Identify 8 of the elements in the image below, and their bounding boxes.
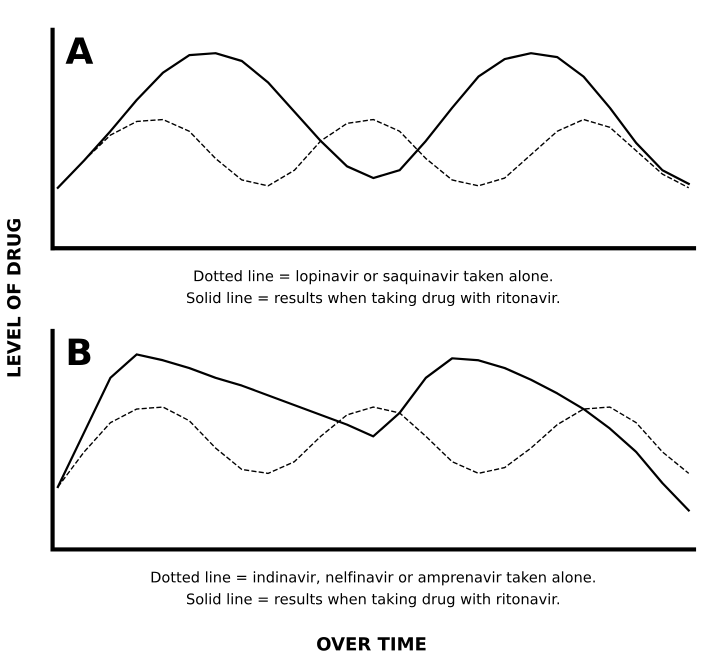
y-axis-title: LEVEL OF DRUG — [7, 219, 21, 376]
text: Dotted line = lopinavir or saquinavir taken alone. — [194, 270, 552, 284]
x-axis-title: OVER TIME — [317, 637, 426, 651]
text: Solid line = results when taking drug with ritonavir. — [186, 593, 560, 608]
chart-title: B — [68, 338, 90, 365]
text: Dotted line = indinavir, nelfinavir or amprenavir taken alone. — [152, 571, 595, 586]
chart-title: A — [66, 37, 94, 64]
text: Solid line = results when taking drug with ritonavir. — [186, 292, 560, 306]
